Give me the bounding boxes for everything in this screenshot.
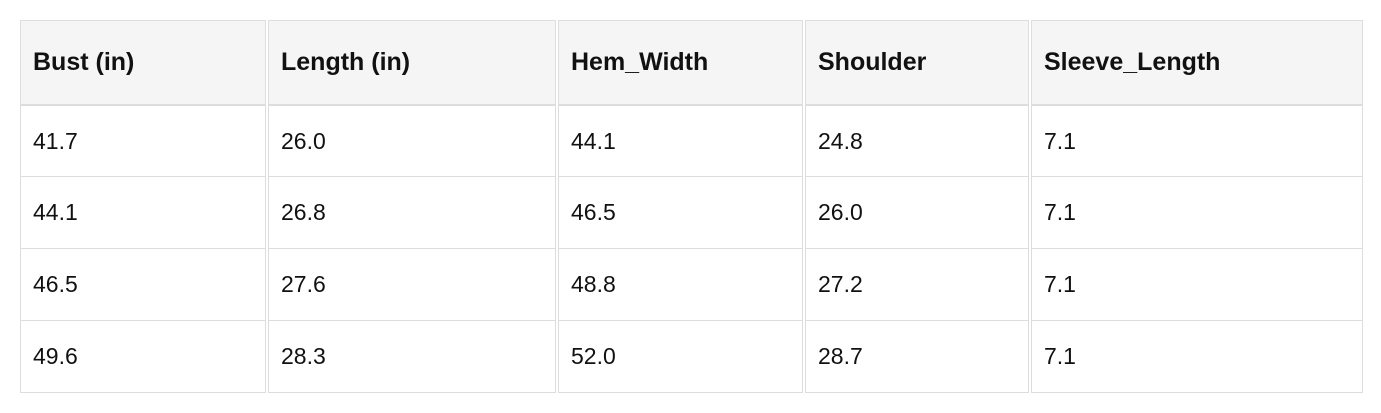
- table-row: 46.5 27.6 48.8 27.2 7.1: [20, 249, 1363, 321]
- table-cell: 7.1: [1031, 321, 1363, 393]
- table-cell: 41.7: [20, 105, 266, 177]
- table-cell: 26.0: [268, 105, 556, 177]
- table-cell: 48.8: [558, 249, 803, 321]
- table-body: 41.7 26.0 44.1 24.8 7.1 44.1 26.8 46.5 26.0 7.1 46…: [20, 105, 1363, 393]
- header-row: Bust (in) Length (in) Hem_Width Shoulder Sle…: [20, 20, 1363, 105]
- header-cell: Shoulder: [805, 20, 1029, 105]
- table-cell: 46.5: [558, 177, 803, 249]
- table-cell: 26.0: [805, 177, 1029, 249]
- table-cell: 52.0: [558, 321, 803, 393]
- header-cell: Length (in): [268, 20, 556, 105]
- table-cell: 46.5: [20, 249, 266, 321]
- table-row: 41.7 26.0 44.1 24.8 7.1: [20, 105, 1363, 177]
- table-row: 44.1 26.8 46.5 26.0 7.1: [20, 177, 1363, 249]
- table-cell: 7.1: [1031, 249, 1363, 321]
- table-cell: 7.1: [1031, 105, 1363, 177]
- size-table: Bust (in) Length (in) Hem_Width Shoulder Sle…: [18, 20, 1365, 393]
- table-head: Bust (in) Length (in) Hem_Width Shoulder Sle…: [20, 20, 1363, 105]
- header-cell: Bust (in): [20, 20, 266, 105]
- header-cell: Hem_Width: [558, 20, 803, 105]
- table-cell: 49.6: [20, 321, 266, 393]
- table-cell: 28.7: [805, 321, 1029, 393]
- table-cell: 44.1: [558, 105, 803, 177]
- table-row: 49.6 28.3 52.0 28.7 7.1: [20, 321, 1363, 393]
- table-cell: 44.1: [20, 177, 266, 249]
- table-cell: 27.2: [805, 249, 1029, 321]
- table-cell: 28.3: [268, 321, 556, 393]
- table-cell: 24.8: [805, 105, 1029, 177]
- header-cell: Sleeve_Length: [1031, 20, 1363, 105]
- table-cell: 27.6: [268, 249, 556, 321]
- table-wrapper: Bust (in) Length (in) Hem_Width Shoulder Sle…: [20, 20, 1365, 393]
- table-cell: 26.8: [268, 177, 556, 249]
- table-cell: 7.1: [1031, 177, 1363, 249]
